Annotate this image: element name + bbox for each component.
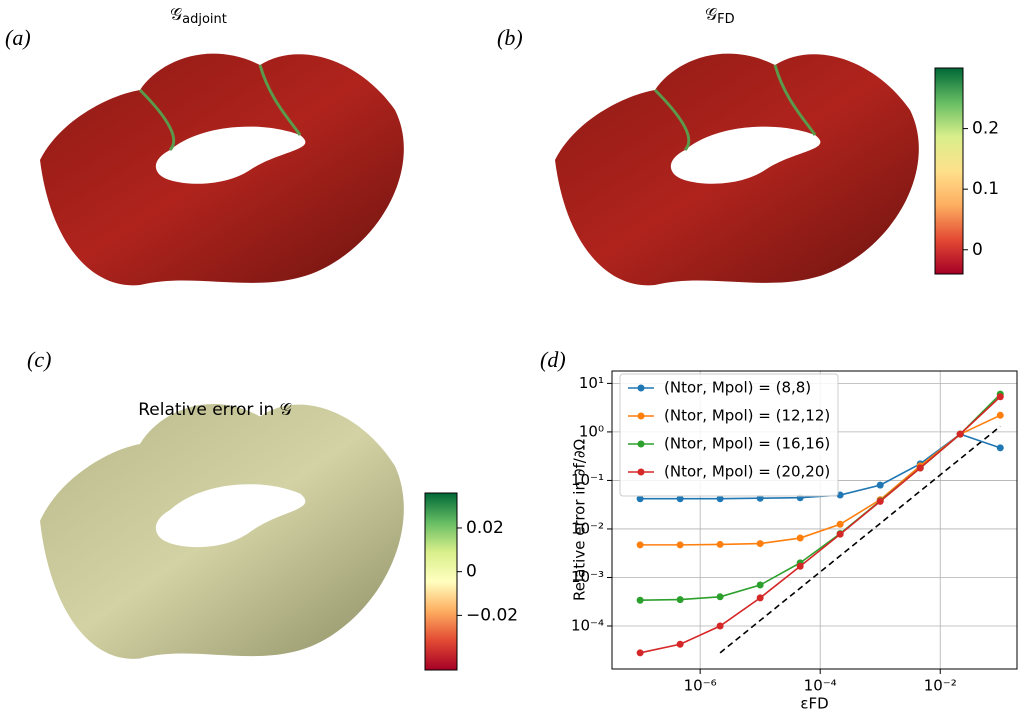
legend-marker bbox=[638, 441, 645, 448]
title-subscript: adjoint bbox=[182, 12, 227, 27]
point bbox=[837, 521, 844, 528]
title-symbol: 𝒢 bbox=[705, 5, 717, 25]
body: {"panels": [ {"label": "(a)", "title": {… bbox=[0, 0, 1020, 715]
point bbox=[717, 623, 724, 630]
x-tick-label: 10⁻² bbox=[924, 677, 957, 695]
point bbox=[757, 581, 764, 588]
colorbar-tick-label: 0.2 bbox=[972, 119, 999, 139]
colorbar-tick-label: 0 bbox=[972, 240, 983, 260]
legend-marker bbox=[638, 413, 645, 420]
colorbar-tick-label: 0.02 bbox=[466, 518, 504, 538]
panel-title: Relative error in 𝒢 bbox=[138, 400, 292, 420]
point bbox=[757, 540, 764, 547]
figure: (a) (b) (c) (d) 𝒢adjoint 𝒢FD Relative er… bbox=[0, 0, 1020, 715]
page: body { margin: 0; width: 1020px; height:… bbox=[0, 0, 1020, 715]
colorbar: −0.02 0 0.02 bbox=[425, 493, 518, 670]
panel-label: (d) bbox=[540, 347, 566, 372]
panel-label: (a) bbox=[5, 25, 31, 50]
point bbox=[797, 563, 804, 570]
y-tick-label: 10¹ bbox=[579, 374, 604, 392]
colorbar-scale bbox=[935, 68, 963, 274]
surface-image bbox=[40, 54, 404, 286]
panel-title: 𝒢adjoint bbox=[170, 5, 227, 27]
surface-image bbox=[555, 54, 919, 286]
x-axis-label: εFD bbox=[800, 695, 828, 713]
legend-label: (Ntor, Mpol) = (20,20) bbox=[664, 463, 830, 481]
point bbox=[877, 498, 884, 505]
point bbox=[677, 596, 684, 603]
point bbox=[837, 531, 844, 538]
point bbox=[637, 541, 644, 548]
point bbox=[997, 393, 1004, 400]
point bbox=[997, 444, 1004, 451]
point bbox=[877, 482, 884, 489]
point bbox=[637, 649, 644, 656]
point bbox=[757, 594, 764, 601]
panel-label: (c) bbox=[27, 347, 51, 372]
colorbar-tick-label: −0.02 bbox=[466, 605, 518, 625]
point bbox=[957, 431, 964, 438]
point bbox=[677, 641, 684, 648]
colorbar-tick-label: 0 bbox=[466, 562, 477, 582]
legend-label: (Ntor, Mpol) = (8,8) bbox=[664, 379, 811, 397]
title-symbol: 𝒢 bbox=[170, 5, 182, 25]
y-tick-label: 10⁰ bbox=[579, 422, 604, 440]
title-subscript: FD bbox=[717, 12, 735, 27]
point bbox=[917, 465, 924, 472]
point bbox=[637, 597, 644, 604]
y-tick-label: 10⁻⁴ bbox=[571, 617, 604, 635]
colorbar-scale bbox=[425, 493, 457, 670]
legend-label: (Ntor, Mpol) = (16,16) bbox=[664, 435, 830, 453]
panel-label: (b) bbox=[497, 25, 523, 50]
y-axis-label: Relative error in ∂f/∂Ω bbox=[571, 439, 589, 601]
point bbox=[677, 541, 684, 548]
legend-marker bbox=[638, 385, 645, 392]
point bbox=[997, 412, 1004, 419]
x-tick-label: 10⁻⁴ bbox=[804, 677, 837, 695]
colorbar-tick-label: 0.1 bbox=[972, 179, 999, 199]
point bbox=[717, 541, 724, 548]
surface-image bbox=[40, 404, 404, 659]
point bbox=[717, 593, 724, 600]
legend-marker bbox=[638, 469, 645, 476]
panel-title: 𝒢FD bbox=[705, 5, 735, 27]
colorbar: 0 0.1 0.2 bbox=[935, 68, 999, 274]
legend-label: (Ntor, Mpol) = (12,12) bbox=[664, 407, 830, 425]
x-tick-label: 10⁻⁶ bbox=[684, 677, 717, 695]
point bbox=[797, 535, 804, 542]
